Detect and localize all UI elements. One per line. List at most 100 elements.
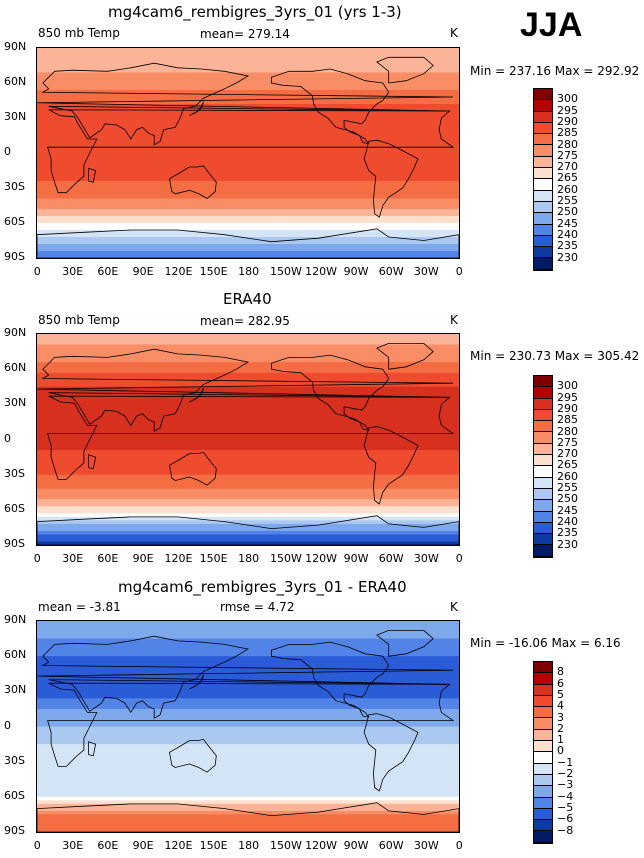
lon-tick-label: 30E bbox=[62, 265, 84, 278]
heat-band bbox=[37, 481, 459, 486]
heat-band bbox=[37, 125, 459, 130]
heat-band bbox=[37, 86, 459, 91]
colorbar-swatch bbox=[534, 455, 552, 467]
heat-band bbox=[37, 772, 459, 777]
heat-band bbox=[37, 153, 459, 158]
heat-band bbox=[37, 390, 459, 395]
lon-tick-label: 150W bbox=[269, 552, 302, 565]
heat-band bbox=[37, 216, 459, 221]
heat-band bbox=[37, 226, 459, 231]
lon-tick-label: 90E bbox=[132, 265, 154, 278]
panel3-rmse-label: rmse = 4.72 bbox=[220, 600, 295, 614]
lon-tick-label: 0 bbox=[455, 552, 463, 565]
heat-band bbox=[37, 400, 459, 405]
heat-band bbox=[37, 464, 459, 469]
lon-tick-label: 90W bbox=[343, 839, 369, 852]
heat-band bbox=[37, 628, 459, 633]
lon-tick-label: 60W bbox=[378, 839, 404, 852]
colorbar-tick-label: 1 bbox=[557, 733, 564, 747]
colorbar-swatch bbox=[534, 421, 552, 433]
panel1-minmax: Min = 237.16 Max = 292.92 bbox=[470, 64, 640, 78]
lat-tick-label: 30N bbox=[4, 683, 27, 697]
heat-band bbox=[37, 800, 459, 805]
panel1-mean-label: mean= 279.14 bbox=[200, 27, 290, 41]
lon-tick-label: 0 bbox=[33, 265, 41, 278]
heat-band bbox=[37, 737, 459, 742]
colorbar-swatch bbox=[534, 707, 552, 719]
coastline bbox=[363, 426, 419, 505]
colorbar-tick-label: 285 bbox=[557, 413, 578, 427]
lat-tick-label: 30N bbox=[4, 396, 27, 410]
lon-tick-label: 150E bbox=[199, 839, 228, 852]
lat-tick-label: 30S bbox=[4, 466, 25, 480]
heat-band bbox=[37, 541, 459, 545]
heat-band bbox=[37, 744, 459, 749]
heat-band bbox=[37, 726, 459, 731]
heat-band bbox=[37, 348, 459, 353]
heat-band bbox=[37, 779, 459, 784]
heat-band bbox=[37, 69, 459, 74]
lon-tick-label: 180 bbox=[238, 552, 260, 565]
heat-band bbox=[37, 104, 459, 109]
colorbar-swatch bbox=[534, 786, 552, 798]
heat-band bbox=[37, 719, 459, 724]
colorbar-tick-label: 2 bbox=[557, 721, 564, 735]
colorbar-tick-label: 3 bbox=[557, 710, 564, 724]
colorbar-swatch bbox=[534, 100, 552, 112]
heat-band bbox=[37, 435, 459, 441]
colorbar-swatch bbox=[534, 247, 552, 259]
heat-band bbox=[37, 240, 459, 245]
heat-band bbox=[37, 362, 459, 367]
colorbar-tick-label: 235 bbox=[557, 239, 578, 253]
heat-band bbox=[37, 146, 459, 151]
lon-tick-label: 90E bbox=[132, 552, 154, 565]
coastline bbox=[189, 387, 204, 403]
heat-band bbox=[37, 205, 459, 210]
lat-tick-label: 90N bbox=[4, 326, 27, 339]
heat-band bbox=[37, 687, 459, 692]
heat-band bbox=[37, 761, 459, 766]
heat-band bbox=[37, 635, 459, 640]
heat-band bbox=[37, 450, 459, 455]
heat-band bbox=[37, 212, 459, 217]
colorbar-tick-label: 290 bbox=[557, 114, 578, 128]
heat-band bbox=[37, 160, 459, 165]
heat-band bbox=[37, 495, 459, 500]
colorbar-swatch bbox=[534, 820, 552, 832]
heat-band bbox=[37, 537, 459, 543]
heat-band bbox=[37, 677, 459, 682]
colorbar-tick-label: 290 bbox=[557, 401, 578, 415]
heat-band bbox=[37, 156, 459, 161]
panel1-map bbox=[36, 47, 460, 259]
colorbar-swatch bbox=[534, 684, 552, 696]
panel2-colorbar bbox=[533, 375, 553, 558]
lon-tick-label: 0 bbox=[455, 265, 463, 278]
heat-band bbox=[37, 100, 459, 105]
heat-band bbox=[37, 118, 459, 123]
heat-band bbox=[37, 523, 459, 529]
heat-band bbox=[37, 765, 459, 770]
lon-tick-label: 90W bbox=[343, 265, 369, 278]
panel2-mean-label: mean= 282.95 bbox=[200, 314, 290, 328]
lon-tick-label: 120E bbox=[164, 265, 193, 278]
heat-band bbox=[37, 365, 459, 370]
colorbar-swatch bbox=[534, 729, 552, 742]
colorbar-swatch bbox=[534, 145, 552, 157]
heat-band bbox=[37, 191, 459, 196]
lat-tick-label: 30S bbox=[4, 180, 25, 193]
coastline bbox=[189, 101, 204, 117]
heat-band bbox=[37, 656, 459, 661]
heat-band bbox=[37, 198, 459, 203]
lat-tick-label: 60N bbox=[4, 648, 27, 662]
lon-tick-label: 0 bbox=[455, 839, 463, 852]
heat-band bbox=[37, 358, 459, 363]
heat-band bbox=[37, 467, 459, 472]
heat-band bbox=[37, 730, 459, 735]
heat-band bbox=[37, 111, 459, 116]
heat-band bbox=[37, 474, 459, 479]
heat-band bbox=[37, 383, 459, 388]
heat-band bbox=[37, 421, 459, 427]
lon-tick-label: 60W bbox=[378, 265, 404, 278]
heat-band bbox=[37, 666, 459, 671]
heat-band bbox=[37, 747, 459, 752]
